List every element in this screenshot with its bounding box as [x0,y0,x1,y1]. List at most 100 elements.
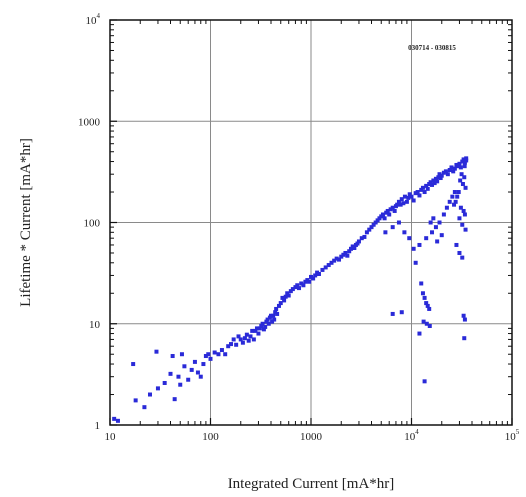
data-point [278,301,283,306]
y-tick-label: 1000 [78,116,101,128]
data-point [371,222,376,227]
data-point [219,348,224,353]
date-range-annotation: 030714 - 030815 [408,44,456,52]
data-point [189,367,194,372]
data-point [226,344,231,349]
data-point [463,227,468,232]
data-point [367,227,372,232]
data-point [390,205,395,210]
data-point [415,190,420,195]
data-point [388,207,393,212]
y-tick-label: 1 [95,420,101,432]
data-point [462,212,467,217]
data-point [326,263,331,268]
data-point [461,313,466,318]
data-point [455,164,460,169]
data-point [229,342,234,347]
data-point [270,319,275,324]
data-point [260,321,265,326]
data-point [462,160,467,165]
data-point [329,260,334,265]
data-point [380,212,385,217]
x-axis-title: Integrated Current [mA*hr] [228,476,395,492]
data-point [451,169,456,174]
data-point [424,236,429,241]
data-point [463,185,468,190]
data-point [272,317,277,322]
data-point [352,245,357,250]
data-point [449,165,454,170]
data-point [309,274,313,279]
data-point [424,321,429,326]
data-point [409,194,414,199]
data-point [343,250,348,255]
data-point [464,158,469,163]
data-point [417,193,422,198]
data-point [398,202,403,207]
data-point [421,319,426,324]
data-point [385,208,390,213]
data-point [396,199,401,204]
data-point [316,271,321,276]
data-point [417,331,422,336]
data-point [419,187,424,192]
data-point [269,313,274,318]
data-point [424,301,429,306]
axis-ticks: 10 100 1000 104 105 1 10 100 1000 104 [78,12,520,443]
data-point [435,179,440,184]
data-point [383,230,388,235]
x-tick-label: 10 [105,431,117,443]
data-point [444,205,449,210]
data-point [168,371,173,376]
data-point [359,236,364,241]
data-point [182,364,187,369]
data-point [208,356,213,361]
data-point [454,242,459,247]
data-point [261,327,266,332]
data-point [439,233,444,238]
data-point [445,172,450,177]
data-point [192,359,197,364]
y-axis-title: Lifetime * Current [mA*hr] [18,138,34,307]
data-point [401,201,406,206]
data-point [462,175,467,180]
data-point [417,242,422,247]
data-point [154,349,159,354]
data-point [460,182,465,187]
data-point [402,194,407,199]
data-point [402,230,407,235]
data-point [283,294,288,299]
data-points [112,156,469,423]
data-point [115,418,120,423]
data-point [282,298,287,303]
data-point [254,326,259,331]
data-point [411,198,416,203]
data-point [439,173,444,178]
x-tick-label: 1000 [300,431,323,443]
data-point [274,306,279,311]
data-point [390,225,395,230]
x-tick-label: 105 [505,428,520,443]
data-point [407,236,412,241]
data-point [242,336,247,341]
data-point [142,405,147,410]
data-point [435,239,440,244]
data-point [404,199,409,204]
data-point [347,249,352,254]
data-point [179,352,184,357]
data-point [369,225,374,230]
data-point [462,336,467,341]
data-point [332,258,337,263]
data-point [172,397,177,402]
data-point [259,324,264,329]
data-point [427,306,432,311]
data-point [438,176,443,181]
data-point [395,202,400,207]
data-point [264,319,269,324]
data-point [133,398,138,403]
data-point [452,166,457,171]
data-point [452,202,457,207]
data-point [265,317,270,322]
data-point [420,291,425,296]
